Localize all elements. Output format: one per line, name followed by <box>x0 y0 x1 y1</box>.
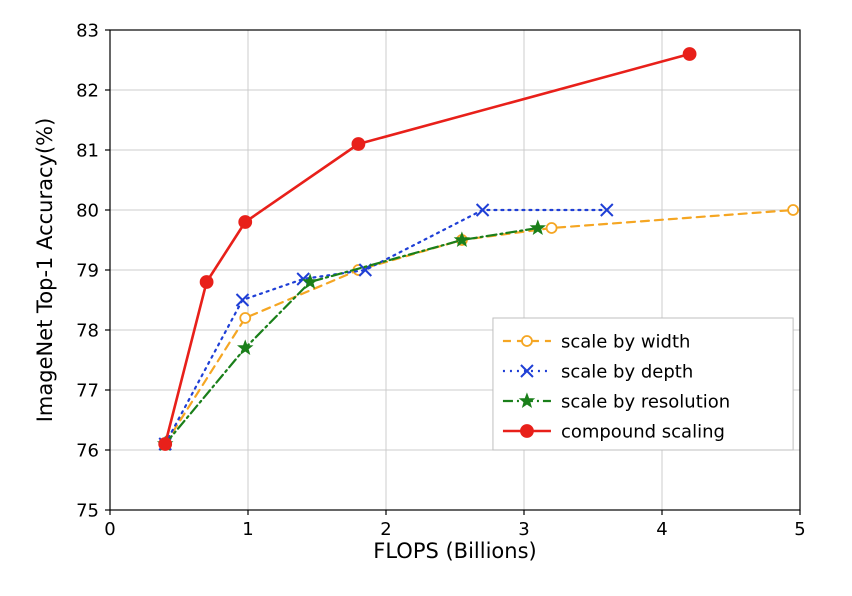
ytick-label: 76 <box>76 440 99 461</box>
chart-svg: 0 1 2 3 4 5 75 76 77 78 79 80 81 82 83 FLOPS (Billions)… <box>0 0 852 596</box>
legend-label-compound: compound scaling <box>561 421 725 442</box>
ytick-label: 77 <box>76 380 99 401</box>
legend: scale by width scale by depth scale by res… <box>493 318 793 450</box>
x-axis-label: FLOPS (Billions) <box>373 539 536 563</box>
ytick-label: 75 <box>76 500 99 521</box>
ytick-label: 80 <box>76 200 99 221</box>
legend-label-width: scale by width <box>561 331 691 352</box>
ytick-label: 83 <box>76 20 99 41</box>
scaling-comparison-chart: 0 1 2 3 4 5 75 76 77 78 79 80 81 82 83 FLOPS (Billions)… <box>0 0 852 596</box>
xtick-label: 0 <box>104 519 115 540</box>
ytick-label: 82 <box>76 80 99 101</box>
legend-label-depth: scale by depth <box>561 361 693 382</box>
ytick-label: 81 <box>76 140 99 161</box>
xtick-label: 2 <box>380 519 391 540</box>
ytick-label: 78 <box>76 320 99 341</box>
legend-label-resolution: scale by resolution <box>561 391 730 412</box>
xtick-label: 4 <box>656 519 667 540</box>
xtick-label: 3 <box>518 519 529 540</box>
xtick-label: 1 <box>242 519 253 540</box>
ytick-label: 79 <box>76 260 99 281</box>
xtick-label: 5 <box>794 519 805 540</box>
y-axis-label: ImageNet Top-1 Accuracy(%) <box>33 118 57 423</box>
